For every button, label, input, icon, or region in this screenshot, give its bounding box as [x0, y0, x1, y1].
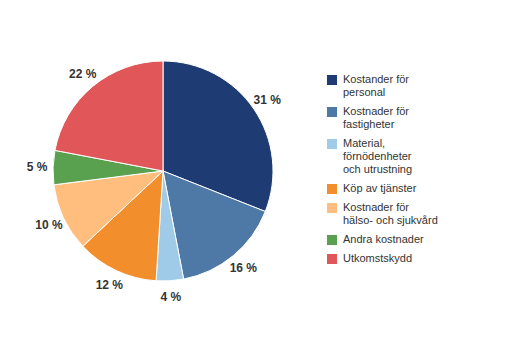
html-text:Kostander för personal: Kostander för personal: [343, 72, 409, 98]
svg-text:5 %: 5 %: [27, 160, 48, 174]
svg-text:10 %: 10 %: [35, 218, 63, 232]
html-text:Utkomstskydd: Utkomstskydd: [343, 251, 413, 264]
html-text:Kostnader för fastigheter: Kostnader för fastigheter: [343, 104, 409, 130]
svg-text:4 %: 4 %: [161, 290, 182, 304]
html-text:Andra kostnader: Andra kostnader: [343, 232, 424, 245]
html-text:Köp av tjänster: Köp av tjänster: [343, 181, 417, 194]
html-text:Kostnader för hälso- och sjukv: Kostnader för hälso- och sjukvård: [343, 200, 438, 226]
svg-text:12 %: 12 %: [96, 278, 124, 292]
svg-text:31 %: 31 %: [254, 93, 282, 107]
html-text:Material, förnödenheter och ut: Material, förnödenheter och utrustning: [343, 136, 413, 175]
svg-text:22 %: 22 %: [69, 67, 97, 81]
svg-text:16 %: 16 %: [230, 261, 258, 275]
